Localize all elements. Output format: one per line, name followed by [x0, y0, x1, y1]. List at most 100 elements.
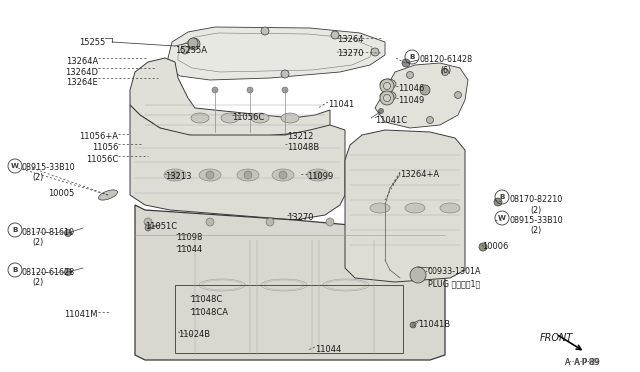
Circle shape — [371, 48, 379, 56]
Text: W: W — [11, 163, 19, 169]
Circle shape — [426, 116, 433, 124]
Text: 13264+A: 13264+A — [400, 170, 439, 179]
Ellipse shape — [221, 113, 239, 123]
Circle shape — [282, 87, 288, 93]
Circle shape — [388, 218, 396, 226]
Circle shape — [442, 68, 449, 76]
Text: 10005: 10005 — [48, 189, 74, 198]
Text: 11044: 11044 — [315, 345, 341, 354]
Text: (2): (2) — [32, 278, 44, 287]
Circle shape — [331, 31, 339, 39]
Polygon shape — [130, 105, 345, 220]
Text: 08120-61628: 08120-61628 — [22, 268, 75, 277]
Text: 11048C: 11048C — [190, 295, 222, 304]
Circle shape — [402, 59, 410, 67]
Text: 13264: 13264 — [337, 35, 364, 44]
Circle shape — [380, 79, 394, 93]
Circle shape — [479, 243, 487, 251]
Circle shape — [144, 218, 152, 226]
Text: B: B — [499, 194, 505, 200]
Ellipse shape — [405, 203, 425, 213]
Circle shape — [378, 109, 383, 113]
Circle shape — [380, 91, 394, 105]
Circle shape — [181, 46, 189, 54]
Text: 13264A: 13264A — [66, 57, 98, 66]
Circle shape — [65, 230, 72, 237]
Circle shape — [494, 198, 502, 206]
Circle shape — [206, 171, 214, 179]
Ellipse shape — [380, 79, 396, 89]
Ellipse shape — [164, 169, 186, 181]
Circle shape — [406, 71, 413, 78]
Text: 11041: 11041 — [328, 100, 355, 109]
Circle shape — [171, 171, 179, 179]
Circle shape — [145, 225, 151, 231]
Text: 15255A: 15255A — [175, 46, 207, 55]
Text: 10006: 10006 — [482, 242, 508, 251]
Text: B: B — [12, 227, 18, 233]
Ellipse shape — [191, 113, 209, 123]
Text: (2): (2) — [530, 206, 541, 215]
Circle shape — [383, 83, 390, 90]
Circle shape — [314, 171, 322, 179]
Circle shape — [206, 218, 214, 226]
Ellipse shape — [199, 169, 221, 181]
Text: 13213: 13213 — [165, 172, 191, 181]
Text: 11048CA: 11048CA — [190, 308, 228, 317]
Text: 11041C: 11041C — [375, 116, 407, 125]
Text: 11056C: 11056C — [232, 113, 264, 122]
Polygon shape — [135, 205, 445, 360]
Circle shape — [281, 70, 289, 78]
Circle shape — [188, 38, 200, 50]
Circle shape — [454, 92, 461, 99]
Ellipse shape — [99, 190, 118, 200]
Text: 13264D: 13264D — [65, 68, 98, 77]
Circle shape — [212, 87, 218, 93]
Text: 15255: 15255 — [79, 38, 105, 47]
Text: A··A·P·89: A··A·P·89 — [565, 358, 601, 367]
Ellipse shape — [307, 169, 329, 181]
Text: FRONT: FRONT — [540, 333, 573, 343]
Text: 08170-82210: 08170-82210 — [510, 195, 563, 204]
Ellipse shape — [380, 91, 396, 101]
Text: (2): (2) — [32, 238, 44, 247]
Text: 11024B: 11024B — [178, 330, 210, 339]
Text: 11041M: 11041M — [65, 310, 98, 319]
Text: 11098: 11098 — [176, 233, 202, 242]
Text: 08915-33B10: 08915-33B10 — [22, 163, 76, 172]
Polygon shape — [345, 130, 465, 282]
Ellipse shape — [440, 203, 460, 213]
Circle shape — [188, 38, 198, 48]
Text: 08170-81610: 08170-81610 — [22, 228, 75, 237]
Circle shape — [244, 171, 252, 179]
Text: 11056C: 11056C — [86, 155, 118, 164]
Text: B: B — [12, 267, 18, 273]
Text: 11048B: 11048B — [287, 143, 319, 152]
Ellipse shape — [370, 203, 390, 213]
Text: (2): (2) — [530, 226, 541, 235]
Text: 08915-33B10: 08915-33B10 — [510, 216, 564, 225]
Bar — [175, 285, 403, 353]
Text: W: W — [498, 215, 506, 221]
Ellipse shape — [251, 113, 269, 123]
Text: 11056+A: 11056+A — [79, 132, 118, 141]
Text: 13270: 13270 — [337, 49, 364, 58]
Circle shape — [410, 322, 416, 328]
Text: 11056: 11056 — [92, 143, 118, 152]
Ellipse shape — [237, 169, 259, 181]
Polygon shape — [168, 27, 385, 80]
Text: (2): (2) — [32, 173, 44, 182]
Text: 11099: 11099 — [307, 172, 333, 181]
Circle shape — [266, 218, 274, 226]
Text: B: B — [409, 54, 415, 60]
Circle shape — [420, 85, 430, 95]
Text: PLUG プラグ（1）: PLUG プラグ（1） — [428, 279, 480, 288]
Ellipse shape — [272, 169, 294, 181]
Text: 13264E: 13264E — [67, 78, 98, 87]
Circle shape — [383, 94, 390, 102]
Text: 11051C: 11051C — [145, 222, 177, 231]
Text: (6): (6) — [440, 66, 451, 75]
Circle shape — [410, 267, 426, 283]
Text: 08120-61428: 08120-61428 — [420, 55, 473, 64]
Text: 13270: 13270 — [287, 213, 314, 222]
